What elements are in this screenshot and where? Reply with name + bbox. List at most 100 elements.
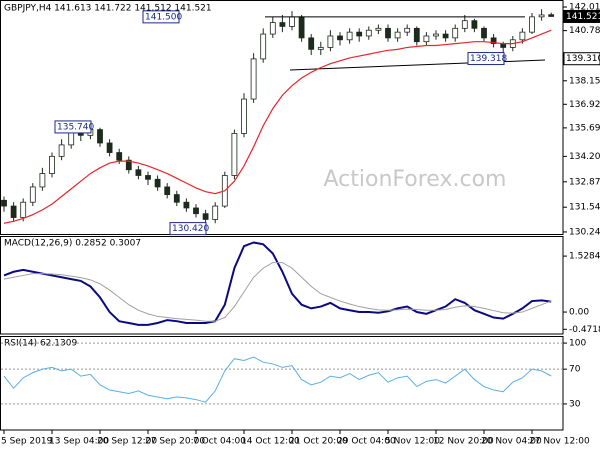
candle-body bbox=[519, 31, 526, 41]
candle-body bbox=[442, 33, 449, 39]
candle-body bbox=[413, 27, 420, 43]
x-tick-label: 12 Nov 20:00 bbox=[433, 437, 494, 447]
candle-body bbox=[423, 35, 430, 43]
y-tick-label: 131.540 bbox=[569, 203, 600, 213]
candle-body bbox=[538, 14, 545, 18]
macd-title: MACD(12,26,9) 0.2852 0.3007 bbox=[4, 239, 141, 249]
candle-body bbox=[481, 27, 487, 39]
price-label: 139.310 bbox=[566, 54, 600, 64]
price-title: GBPJPY,H4 141.613 141.722 141.512 141.52… bbox=[4, 4, 212, 14]
plot-area bbox=[3, 241, 552, 326]
candle-body bbox=[365, 29, 372, 37]
x-tick-label: 21 Oct 20:00 bbox=[289, 437, 348, 447]
annotation-box bbox=[142, 10, 180, 24]
annotation-box bbox=[54, 120, 92, 134]
candle-body bbox=[461, 20, 468, 29]
candle-body bbox=[29, 186, 36, 203]
y-tick-label: 0.00 bbox=[569, 308, 589, 318]
annotation: 130.420 bbox=[172, 224, 209, 234]
macd-panel bbox=[0, 236, 564, 335]
rsi-panel bbox=[0, 336, 564, 431]
candle-body bbox=[116, 152, 123, 161]
y-tick-label: 132.870 bbox=[569, 177, 600, 187]
candle-body bbox=[375, 27, 382, 31]
candle-body bbox=[404, 27, 411, 33]
x-tick-label: 27 Nov 12:00 bbox=[529, 437, 590, 447]
candle-body bbox=[394, 31, 401, 39]
candle-body bbox=[183, 201, 190, 209]
y-tick-label: 100 bbox=[569, 339, 586, 349]
candle-body bbox=[154, 178, 161, 188]
x-tick-label: 13 Sep 04:00 bbox=[49, 437, 109, 447]
y-tick-label: 135.690 bbox=[569, 123, 600, 133]
watermark: ActionForex.com bbox=[324, 167, 507, 192]
candle-body bbox=[337, 35, 343, 41]
y-tick-label: 70 bbox=[569, 365, 581, 375]
candle-body bbox=[1, 199, 7, 207]
price-label-box bbox=[563, 52, 600, 66]
candle-body bbox=[490, 37, 497, 45]
candle-body bbox=[548, 14, 555, 17]
price-panel bbox=[0, 0, 564, 235]
plot-area bbox=[1, 9, 555, 229]
annotation: 141.500 bbox=[145, 12, 182, 22]
x-tick-label: 29 Oct 04:00 bbox=[337, 437, 396, 447]
candle-body bbox=[97, 129, 103, 144]
candle-body bbox=[49, 155, 55, 174]
y-tick-label: 142.015 bbox=[569, 3, 600, 13]
plot-area bbox=[1, 342, 563, 405]
candle-body bbox=[452, 27, 459, 39]
y-tick-label: -0.4718 bbox=[569, 325, 600, 335]
y-tick-label: 136.925 bbox=[569, 100, 600, 110]
candle-body bbox=[145, 175, 151, 180]
x-tick-label: 5 Nov 12:00 bbox=[385, 437, 440, 447]
candle-body bbox=[135, 169, 142, 176]
y-tick-label: 140.780 bbox=[569, 26, 600, 36]
candle-body bbox=[433, 33, 439, 37]
annotation: 139.318 bbox=[470, 54, 507, 64]
candle-body bbox=[193, 207, 199, 215]
series-line bbox=[3, 356, 552, 403]
price-label-box bbox=[563, 9, 600, 23]
candle-body bbox=[356, 31, 363, 37]
candle-body bbox=[58, 144, 65, 157]
candle-body bbox=[289, 16, 295, 27]
candle-body bbox=[529, 16, 535, 33]
candle-body bbox=[385, 27, 391, 39]
candle-body bbox=[471, 20, 478, 29]
y-tick-label: 134.200 bbox=[569, 152, 600, 162]
candle-body bbox=[241, 98, 247, 134]
candle-body bbox=[260, 33, 267, 60]
candle-body bbox=[202, 213, 209, 220]
series-line bbox=[3, 262, 552, 322]
candle-body bbox=[39, 173, 46, 188]
candle-body bbox=[308, 37, 315, 50]
candle-body bbox=[173, 194, 180, 203]
candle-body bbox=[317, 47, 324, 50]
y-tick-label: 130.245 bbox=[569, 227, 600, 237]
candle-body bbox=[106, 142, 113, 153]
candle-body bbox=[346, 31, 353, 41]
y-tick-label: 30 bbox=[569, 399, 581, 409]
candle-body bbox=[327, 35, 334, 48]
rsi-title: RSI(14) 62.1309 bbox=[4, 339, 77, 349]
candle-body bbox=[20, 201, 27, 218]
x-tick-label: 20 Sep 12:00 bbox=[97, 437, 157, 447]
candle-body bbox=[212, 205, 219, 220]
x-tick-label: 27 Sep 20:00 bbox=[145, 437, 205, 447]
x-tick-label: 20 Nov 04:00 bbox=[481, 437, 542, 447]
y-tick-label: 138.155 bbox=[569, 76, 600, 86]
x-tick-label: 7 Oct 04:00 bbox=[193, 437, 246, 447]
y-tick-label: 1.5284 bbox=[569, 252, 600, 262]
x-tick-label: 14 Oct 12:00 bbox=[241, 437, 300, 447]
candle-body bbox=[231, 133, 238, 176]
annotation: 135.740 bbox=[57, 122, 94, 132]
annotation-box bbox=[169, 222, 207, 236]
annotation-box bbox=[467, 52, 505, 66]
series-line bbox=[3, 29, 552, 224]
candle-body bbox=[250, 58, 257, 100]
candle-body bbox=[269, 22, 276, 35]
price-label: 141.521 bbox=[566, 12, 600, 22]
